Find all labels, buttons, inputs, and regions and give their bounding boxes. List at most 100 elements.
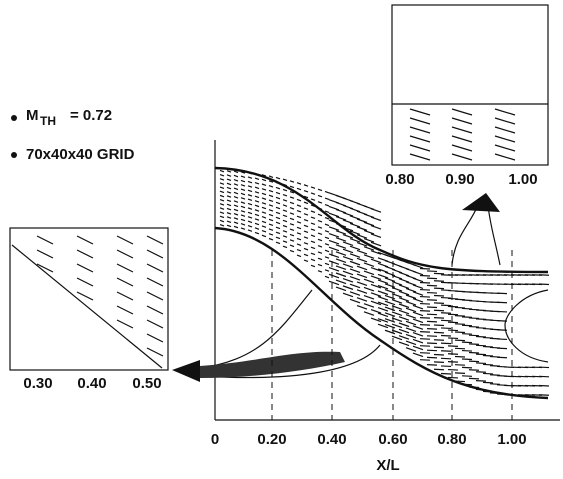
vector bbox=[261, 192, 267, 196]
vector bbox=[275, 231, 281, 235]
vector bbox=[475, 379, 487, 382]
vector bbox=[317, 238, 323, 242]
vector bbox=[412, 277, 424, 283]
vector bbox=[226, 186, 232, 190]
vector bbox=[342, 248, 354, 254]
vector bbox=[342, 255, 354, 261]
vector bbox=[440, 304, 452, 307]
vector bbox=[240, 179, 246, 183]
vector bbox=[356, 226, 368, 231]
grid-note: 70x40x40 GRID bbox=[26, 146, 135, 163]
vector bbox=[494, 144, 516, 152]
vector bbox=[324, 275, 330, 279]
vector bbox=[356, 249, 368, 255]
vector bbox=[226, 174, 232, 177]
vector bbox=[268, 237, 274, 241]
vector bbox=[363, 311, 375, 316]
vector bbox=[356, 242, 368, 247]
vector bbox=[310, 216, 316, 219]
vector bbox=[328, 239, 340, 245]
vector bbox=[412, 298, 424, 303]
right-inset-frame bbox=[391, 4, 549, 166]
vector bbox=[391, 335, 403, 341]
right-inset-vectors bbox=[409, 108, 516, 161]
vector bbox=[349, 268, 361, 274]
vector bbox=[384, 289, 396, 294]
vector bbox=[412, 345, 424, 351]
vector bbox=[247, 198, 253, 202]
vector bbox=[335, 215, 347, 221]
vector bbox=[494, 108, 516, 116]
left-inset-frame bbox=[9, 227, 169, 371]
flow-vectors bbox=[219, 169, 550, 396]
vector bbox=[317, 213, 323, 217]
vector bbox=[303, 195, 309, 199]
vector bbox=[419, 274, 431, 277]
vector bbox=[482, 354, 494, 357]
vector bbox=[451, 108, 473, 116]
vector bbox=[419, 359, 431, 361]
vector bbox=[240, 214, 246, 217]
vector bbox=[356, 281, 368, 287]
vector bbox=[261, 174, 267, 177]
vector bbox=[461, 333, 473, 335]
vector bbox=[454, 315, 466, 317]
vector bbox=[226, 220, 232, 223]
vector bbox=[303, 230, 309, 234]
vector bbox=[405, 340, 417, 346]
vector bbox=[412, 325, 424, 330]
vector bbox=[391, 293, 403, 298]
vector bbox=[370, 292, 382, 297]
vector bbox=[36, 263, 54, 273]
vector bbox=[342, 270, 354, 276]
vector bbox=[247, 194, 253, 197]
vector bbox=[317, 226, 323, 229]
vector bbox=[247, 202, 253, 206]
vector bbox=[461, 383, 473, 386]
vector bbox=[261, 178, 267, 182]
vector bbox=[363, 262, 375, 268]
vector bbox=[377, 273, 389, 279]
vector bbox=[461, 349, 473, 352]
vector bbox=[384, 277, 396, 283]
vector bbox=[254, 186, 260, 190]
vector bbox=[496, 338, 508, 341]
vector bbox=[398, 328, 410, 334]
vector bbox=[261, 220, 267, 224]
vector bbox=[219, 215, 225, 219]
vector bbox=[233, 191, 239, 195]
vector bbox=[447, 329, 459, 332]
vector bbox=[433, 331, 445, 334]
vector bbox=[468, 351, 480, 354]
vector bbox=[240, 175, 246, 179]
vector bbox=[282, 235, 288, 238]
vector bbox=[247, 189, 253, 193]
vector bbox=[412, 291, 424, 296]
vector bbox=[275, 216, 281, 220]
vector bbox=[496, 329, 508, 331]
vector bbox=[303, 184, 309, 187]
vector bbox=[275, 181, 281, 185]
vector bbox=[454, 347, 466, 350]
vector bbox=[254, 182, 260, 185]
vector bbox=[254, 191, 260, 194]
vector bbox=[433, 280, 445, 282]
vector bbox=[240, 192, 246, 196]
vector bbox=[426, 270, 438, 273]
vector bbox=[303, 242, 309, 245]
vector bbox=[377, 290, 389, 296]
vector bbox=[440, 312, 452, 314]
vector bbox=[391, 305, 403, 310]
vector bbox=[254, 195, 260, 199]
vector bbox=[496, 347, 508, 350]
vector bbox=[247, 207, 253, 210]
vector bbox=[370, 309, 382, 314]
vector bbox=[349, 245, 361, 251]
vector bbox=[468, 360, 480, 363]
vector bbox=[363, 278, 375, 284]
vector bbox=[233, 179, 239, 182]
vector bbox=[370, 275, 382, 281]
vector bbox=[363, 286, 375, 292]
vector bbox=[233, 221, 239, 225]
vector bbox=[405, 294, 417, 300]
